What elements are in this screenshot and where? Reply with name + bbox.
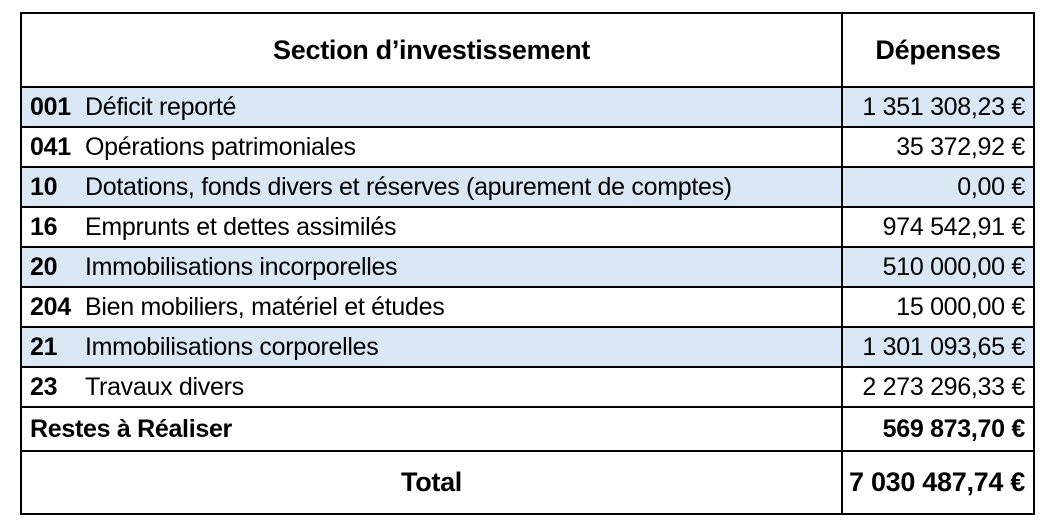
column-header-section: Section d’investissement: [273, 34, 590, 65]
account-cell: 23 Travaux divers: [22, 368, 841, 406]
account-code: 10: [30, 172, 58, 201]
account-cell: 041 Opérations patrimoniales: [22, 128, 841, 166]
account-label: Dotations, fonds divers et réserves (apu…: [85, 172, 732, 201]
account-label: Déficit reporté: [85, 92, 237, 121]
table-row-total: Total 7 030 487,74 €: [22, 450, 1033, 513]
account-label: Immobilisations corporelles: [85, 332, 379, 361]
account-label: Emprunts et dettes assimilés: [85, 212, 397, 241]
account-cell: 21 Immobilisations corporelles: [22, 328, 841, 366]
table-row: 21 Immobilisations corporelles 1 301 093,…: [22, 326, 1033, 366]
table-row: 16 Emprunts et dettes assimilés 974 542,9…: [22, 206, 1033, 246]
account-code: 204: [30, 292, 71, 321]
account-label: Immobilisations incorporelles: [85, 252, 398, 281]
amount-value: 1 351 308,23 €: [841, 88, 1033, 126]
amount-value: 2 273 296,33 €: [841, 368, 1033, 406]
column-header-depenses: Dépenses: [841, 14, 1033, 86]
account-cell: 20 Immobilisations incorporelles: [22, 248, 841, 286]
table-row: 20 Immobilisations incorporelles 510 000,…: [22, 246, 1033, 286]
table-header-row: Section d’investissement Dépenses: [22, 14, 1033, 86]
account-cell: 10 Dotations, fonds divers et réserves (a…: [22, 168, 841, 206]
account-code: 16: [30, 212, 58, 241]
account-code: 001: [30, 92, 71, 121]
table-body: 001 Déficit reporté 1 351 308,23 € 041 Opé…: [22, 86, 1033, 406]
account-label: Bien mobiliers, matériel et études: [85, 292, 445, 321]
total-amount: 7 030 487,74 €: [841, 452, 1033, 513]
amount-value: 0,00 €: [841, 168, 1033, 206]
table-row: 041 Opérations patrimoniales 35 372,92 €: [22, 126, 1033, 166]
amount-value: 35 372,92 €: [841, 128, 1033, 166]
account-code: 20: [30, 252, 58, 281]
table-row: 204 Bien mobiliers, matériel et études 15…: [22, 286, 1033, 326]
account-code: 21: [30, 332, 58, 361]
total-label: Total: [401, 467, 462, 497]
account-label: Travaux divers: [85, 372, 244, 401]
account-code: 23: [30, 372, 58, 401]
table-row-restes-a-realiser: Restes à Réaliser 569 873,70 €: [22, 406, 1033, 450]
restes-amount: 569 873,70 €: [841, 408, 1033, 450]
amount-value: 15 000,00 €: [841, 288, 1033, 326]
investment-expenses-table: Section d’investissement Dépenses 001 Déf…: [20, 12, 1035, 515]
account-label: Opérations patrimoniales: [85, 132, 356, 161]
amount-value: 510 000,00 €: [841, 248, 1033, 286]
amount-value: 1 301 093,65 €: [841, 328, 1033, 366]
table-row: 23 Travaux divers 2 273 296,33 €: [22, 366, 1033, 406]
table-row: 10 Dotations, fonds divers et réserves (a…: [22, 166, 1033, 206]
amount-value: 974 542,91 €: [841, 208, 1033, 246]
account-cell: 16 Emprunts et dettes assimilés: [22, 208, 841, 246]
account-cell: 001 Déficit reporté: [22, 88, 841, 126]
account-code: 041: [30, 132, 71, 161]
account-cell: 204 Bien mobiliers, matériel et études: [22, 288, 841, 326]
table-row: 001 Déficit reporté 1 351 308,23 €: [22, 86, 1033, 126]
restes-label: Restes à Réaliser: [30, 414, 232, 443]
